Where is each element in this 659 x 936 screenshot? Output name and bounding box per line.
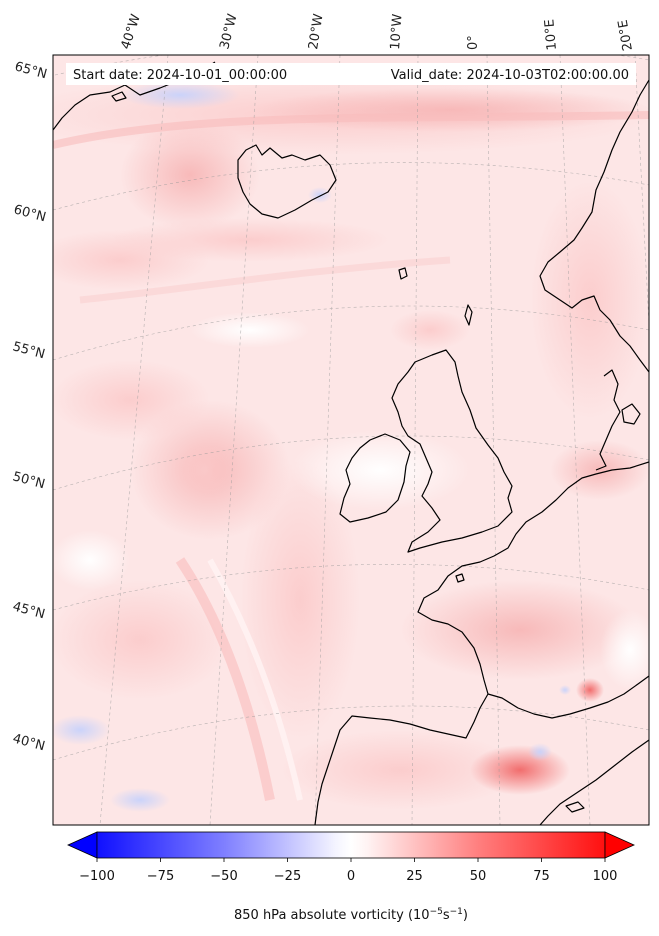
header-strip [66,63,636,85]
vorticity-field [53,75,649,812]
map-frame [52,54,650,826]
lat-label-40n: 40°N [11,731,47,754]
faroe-islands [398,267,408,280]
colorbar-extend-min [67,831,98,859]
colorbar-extend-max [604,831,635,859]
denmark-coast [595,369,621,471]
continental-coast [314,461,649,825]
valid-date-text: Valid_date: 2024-10-03T02:00:00.00 [391,68,629,83]
lon-label-30w: 30°W [217,12,240,51]
great-britain-coast [391,349,513,553]
colorbar-title-exp2: −1 [450,907,463,917]
channel-islands [455,573,465,583]
graticule [53,55,649,825]
mediterranean-coast-south [539,739,649,825]
lat-label-45n: 45°N [11,599,47,622]
colorbar-title-close: ) [463,908,468,923]
lon-label-10w: 10°W [388,13,405,50]
colorbar-tick-label: 25 [406,869,423,884]
lat-label-50n: 50°N [11,469,47,492]
lat-label-65n: 65°N [13,59,49,82]
start-date-text: Start date: 2024-10-01_00:00:00 [73,68,287,83]
lat-label-60n: 60°N [12,202,48,225]
lon-label-20w: 20°W [306,13,326,51]
colorbar-tick-label: −50 [210,869,237,884]
lat-label-55n: 55°N [11,339,47,362]
colorbar-title-text: 850 hPa absolute vorticity (10 [234,908,430,923]
colorbar-tick-label: −75 [147,869,174,884]
longitude-labels: 40°W 30°W 20°W 10°W 0° 10°E 20°E [119,12,636,52]
balearic-islands [565,801,585,813]
greenland-islet [111,91,127,102]
map-panel [53,55,649,825]
lon-label-0: 0° [466,35,481,50]
colorbar-gradient [96,831,606,859]
lon-label-10e: 10°E [542,19,560,51]
lon-label-20e: 20°E [616,19,636,52]
norway-coast [539,79,649,373]
colorbar-title-exp1: −5 [430,907,443,917]
colorbar-tick-label: 0 [347,869,355,884]
colorbar-tick-label: −25 [274,869,301,884]
colorbar-tick-label: 75 [533,869,550,884]
baltic-island [621,403,641,425]
colorbar-title: 850 hPa absolute vorticity (10−5s−1) [234,907,468,923]
iceland-coast [237,144,337,219]
colorbar-tick-label: 100 [593,869,618,884]
lon-label-40w: 40°W [119,12,144,51]
latitude-labels: 65°N 60°N 55°N 50°N 45°N 40°N [11,59,49,754]
ireland-coast [339,433,411,523]
colorbar: −100 −75 −50 −25 0 25 50 75 100 850 hPa absolute… [67,831,635,923]
colorbar-title-s: s [443,908,450,923]
mediterranean-coast [487,675,649,719]
colorbar-tick-label: −100 [79,869,115,884]
shetland-islands [464,304,473,326]
colorbar-tick-label: 50 [470,869,487,884]
colorbar-ticks: −100 −75 −50 −25 0 25 50 75 100 [79,858,617,884]
